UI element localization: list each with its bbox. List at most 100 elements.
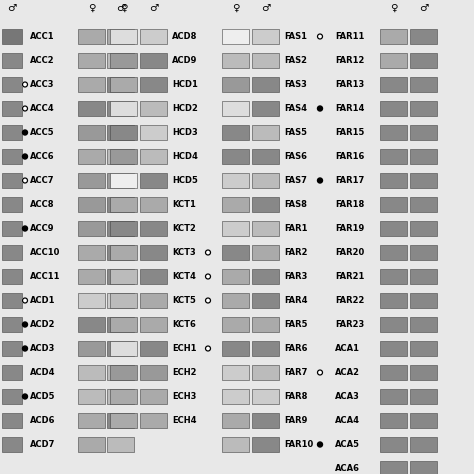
Bar bbox=[140, 77, 167, 92]
Text: FAR10: FAR10 bbox=[284, 440, 313, 449]
Bar bbox=[252, 389, 279, 404]
Bar bbox=[2, 365, 22, 380]
Bar bbox=[222, 221, 249, 236]
Bar bbox=[222, 341, 249, 356]
Bar bbox=[78, 341, 105, 356]
Bar bbox=[410, 29, 437, 44]
Bar bbox=[110, 269, 137, 284]
Bar bbox=[2, 173, 22, 188]
Text: ACD4: ACD4 bbox=[30, 368, 55, 377]
Bar bbox=[78, 437, 105, 452]
Circle shape bbox=[22, 226, 27, 231]
Bar bbox=[252, 221, 279, 236]
Bar bbox=[410, 269, 437, 284]
Text: FAR7: FAR7 bbox=[284, 368, 307, 377]
Circle shape bbox=[22, 106, 27, 111]
Circle shape bbox=[22, 130, 27, 135]
Text: FAS3: FAS3 bbox=[284, 80, 307, 89]
Text: ♂: ♂ bbox=[8, 3, 17, 13]
Bar bbox=[2, 341, 22, 356]
Bar bbox=[110, 149, 137, 164]
Bar bbox=[410, 245, 437, 260]
Text: ACD1: ACD1 bbox=[30, 296, 55, 305]
Bar bbox=[78, 413, 105, 428]
Bar bbox=[110, 413, 137, 428]
Bar bbox=[78, 317, 105, 332]
Text: ♂: ♂ bbox=[419, 3, 428, 13]
Text: KCT1: KCT1 bbox=[172, 200, 196, 209]
Bar bbox=[2, 101, 22, 116]
Bar bbox=[222, 197, 249, 212]
Bar bbox=[410, 53, 437, 68]
Text: ACC8: ACC8 bbox=[30, 200, 55, 209]
Text: HCD2: HCD2 bbox=[172, 104, 198, 113]
Bar bbox=[222, 317, 249, 332]
Bar bbox=[107, 149, 134, 164]
Bar bbox=[110, 197, 137, 212]
Text: ACD2: ACD2 bbox=[30, 320, 55, 329]
Bar bbox=[107, 125, 134, 140]
Bar bbox=[252, 365, 279, 380]
Bar bbox=[222, 149, 249, 164]
Bar bbox=[107, 53, 134, 68]
Bar bbox=[2, 29, 22, 44]
Text: FAR14: FAR14 bbox=[335, 104, 365, 113]
Bar bbox=[410, 101, 437, 116]
Bar bbox=[110, 317, 137, 332]
Bar bbox=[410, 197, 437, 212]
Text: FAR15: FAR15 bbox=[335, 128, 365, 137]
Bar bbox=[222, 389, 249, 404]
Circle shape bbox=[206, 346, 210, 351]
Text: ECH3: ECH3 bbox=[172, 392, 196, 401]
Text: FAS6: FAS6 bbox=[284, 152, 307, 161]
Text: FAS7: FAS7 bbox=[284, 176, 307, 185]
Text: FAR20: FAR20 bbox=[335, 248, 364, 257]
Bar bbox=[380, 293, 407, 308]
Circle shape bbox=[206, 274, 210, 279]
Bar bbox=[140, 413, 167, 428]
Bar bbox=[2, 437, 22, 452]
Bar bbox=[252, 245, 279, 260]
Circle shape bbox=[318, 442, 322, 447]
Bar bbox=[140, 293, 167, 308]
Bar bbox=[110, 221, 137, 236]
Bar bbox=[140, 269, 167, 284]
Bar bbox=[222, 101, 249, 116]
Bar bbox=[410, 77, 437, 92]
Text: FAR9: FAR9 bbox=[284, 416, 307, 425]
Text: FAR5: FAR5 bbox=[284, 320, 308, 329]
Text: FAR11: FAR11 bbox=[335, 32, 365, 41]
Text: FAR17: FAR17 bbox=[335, 176, 364, 185]
Bar bbox=[410, 437, 437, 452]
Text: ACC3: ACC3 bbox=[30, 80, 55, 89]
Text: ♂: ♂ bbox=[149, 3, 158, 13]
Bar bbox=[410, 461, 437, 474]
Bar bbox=[140, 149, 167, 164]
Text: FAR4: FAR4 bbox=[284, 296, 308, 305]
Bar bbox=[107, 197, 134, 212]
Text: FAS2: FAS2 bbox=[284, 56, 307, 65]
Text: ECH2: ECH2 bbox=[172, 368, 197, 377]
Bar bbox=[140, 29, 167, 44]
Bar bbox=[110, 77, 137, 92]
Circle shape bbox=[318, 34, 322, 39]
Text: FAR3: FAR3 bbox=[284, 272, 307, 281]
Bar bbox=[222, 125, 249, 140]
Bar bbox=[140, 365, 167, 380]
Bar bbox=[110, 389, 137, 404]
Bar bbox=[222, 53, 249, 68]
Bar bbox=[252, 341, 279, 356]
Text: ♂: ♂ bbox=[116, 3, 125, 13]
Bar bbox=[107, 437, 134, 452]
Text: ACC9: ACC9 bbox=[30, 224, 55, 233]
Bar bbox=[110, 29, 137, 44]
Text: ACD6: ACD6 bbox=[30, 416, 55, 425]
Bar bbox=[252, 125, 279, 140]
Bar bbox=[140, 101, 167, 116]
Bar bbox=[78, 293, 105, 308]
Bar bbox=[78, 269, 105, 284]
Bar bbox=[380, 29, 407, 44]
Circle shape bbox=[22, 82, 27, 87]
Text: FAS1: FAS1 bbox=[284, 32, 307, 41]
Text: ♀: ♀ bbox=[120, 3, 128, 13]
